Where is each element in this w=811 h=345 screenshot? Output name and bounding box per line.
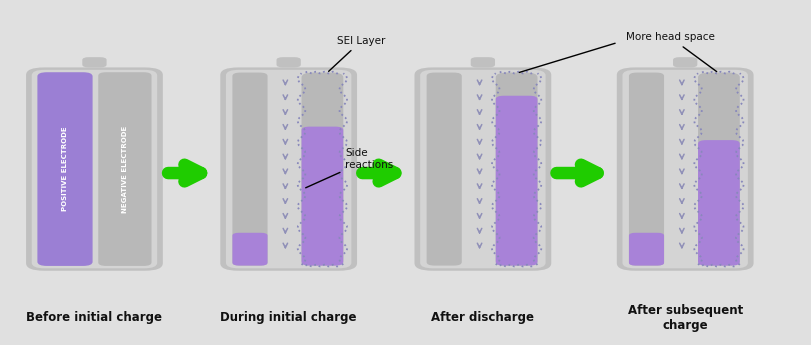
FancyBboxPatch shape bbox=[232, 72, 267, 266]
Text: After discharge: After discharge bbox=[431, 312, 534, 324]
FancyBboxPatch shape bbox=[470, 57, 495, 67]
FancyBboxPatch shape bbox=[697, 72, 739, 266]
FancyBboxPatch shape bbox=[277, 57, 300, 67]
Text: Before initial charge: Before initial charge bbox=[27, 312, 162, 324]
FancyBboxPatch shape bbox=[697, 140, 739, 266]
FancyBboxPatch shape bbox=[496, 96, 537, 266]
FancyBboxPatch shape bbox=[496, 72, 537, 266]
FancyBboxPatch shape bbox=[672, 57, 697, 67]
FancyBboxPatch shape bbox=[629, 72, 663, 266]
FancyBboxPatch shape bbox=[414, 67, 551, 271]
FancyBboxPatch shape bbox=[232, 233, 267, 266]
FancyBboxPatch shape bbox=[419, 70, 545, 268]
FancyBboxPatch shape bbox=[301, 127, 343, 266]
Text: Side
reactions: Side reactions bbox=[305, 148, 393, 188]
FancyBboxPatch shape bbox=[301, 72, 343, 266]
Text: After subsequent
charge: After subsequent charge bbox=[627, 304, 742, 332]
FancyBboxPatch shape bbox=[629, 233, 663, 266]
FancyBboxPatch shape bbox=[98, 72, 152, 266]
Text: SEI Layer: SEI Layer bbox=[328, 36, 385, 71]
Text: During initial charge: During initial charge bbox=[220, 312, 357, 324]
FancyBboxPatch shape bbox=[225, 70, 351, 268]
FancyBboxPatch shape bbox=[616, 67, 753, 271]
Text: NEGATIVE ELECTRODE: NEGATIVE ELECTRODE bbox=[122, 126, 127, 213]
FancyBboxPatch shape bbox=[426, 72, 461, 266]
FancyBboxPatch shape bbox=[220, 67, 357, 271]
FancyBboxPatch shape bbox=[37, 72, 92, 266]
Text: POSITIVE ELECTRODE: POSITIVE ELECTRODE bbox=[62, 127, 68, 211]
FancyBboxPatch shape bbox=[82, 57, 106, 67]
FancyBboxPatch shape bbox=[26, 67, 163, 271]
Text: More head space: More head space bbox=[625, 32, 716, 72]
FancyBboxPatch shape bbox=[622, 70, 747, 268]
FancyBboxPatch shape bbox=[32, 70, 157, 268]
